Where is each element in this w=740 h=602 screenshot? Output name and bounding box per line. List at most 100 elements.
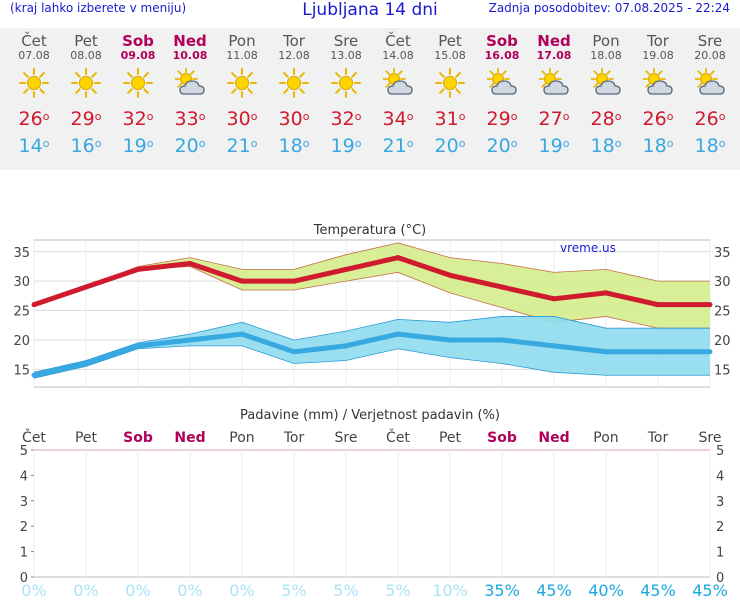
day-column: Čet 07.08 26o 14o [8, 28, 60, 157]
y-tick-label: 2 [716, 520, 724, 535]
max-temp-point [603, 290, 609, 296]
y-tick-label: 15 [714, 363, 731, 378]
day-name: Sre [697, 32, 723, 50]
y-tick-label: 30 [714, 275, 731, 290]
min-temp-point [499, 337, 505, 343]
day-date: 15.08 [434, 49, 466, 62]
chart-title: Padavine (mm) / Verjetnost padavin (%) [240, 408, 500, 423]
partly-cloudy-icon [175, 68, 205, 95]
max-temp: 30o [278, 108, 310, 130]
probability-label: 45% [536, 581, 572, 600]
y-tick-label: 20 [13, 334, 30, 349]
y-tick-label: 2 [20, 520, 28, 535]
day-name: Sob [122, 32, 154, 50]
day-column: Tor 12.08 30o 18o [268, 28, 320, 157]
max-temp-point [83, 284, 89, 290]
max-temp-point [31, 302, 37, 308]
x-tick-label: Sob [487, 430, 517, 446]
max-temp: 31o [434, 108, 466, 130]
y-tick-label: 5 [716, 444, 724, 459]
band-upper-edge [33, 316, 710, 373]
day-column: Ned 17.08 27o 19o [528, 28, 580, 157]
max-temp-point [291, 278, 297, 284]
max-temp: 30o [226, 108, 258, 130]
y-tick-label: 0 [20, 571, 28, 586]
sunny-icon [435, 68, 465, 98]
sunny-icon [279, 68, 309, 98]
location-hint[interactable]: (kraj lahko izberete v meniju) [10, 1, 187, 15]
day-date: 12.08 [278, 49, 310, 62]
day-date: 20.08 [694, 49, 726, 62]
min-temp-point [551, 343, 557, 349]
max-temp-point [655, 302, 661, 308]
max-temp: 32o [122, 108, 154, 130]
watermark: vreme.us [560, 241, 616, 255]
x-tick-label: Sob [123, 430, 153, 446]
y-tick-label: 1 [20, 546, 28, 561]
day-column: Pet 15.08 31o 20o [424, 28, 476, 157]
day-column: Sob 09.08 32o 19o [112, 28, 164, 157]
day-name: Sre [333, 32, 359, 50]
partly-cloudy-icon [695, 68, 725, 95]
band-upper-edge [33, 242, 710, 306]
day-date: 13.08 [330, 49, 362, 62]
min-temp: 19o [122, 135, 154, 157]
last-updated: Zadnja posodobitev: 07.08.2025 - 22:24 [488, 1, 730, 15]
min-temp-point [655, 349, 661, 355]
day-date: 11.08 [226, 49, 258, 62]
min-temp: 16o [70, 135, 102, 157]
day-column: Sob 16.08 29o 20o [476, 28, 528, 157]
page-title: Ljubljana 14 dni [302, 0, 438, 20]
probability-label: 10% [432, 581, 468, 600]
y-tick-label: 0 [716, 571, 724, 586]
day-name: Ned [173, 32, 207, 50]
probability-label: 0% [125, 581, 150, 600]
x-tick-label: Sre [335, 430, 358, 446]
min-temp-point [395, 331, 401, 337]
min-temp: 20o [434, 135, 466, 157]
day-column: Sre 20.08 26o 18o [684, 28, 736, 157]
y-tick-label: 35 [714, 246, 731, 261]
x-tick-label: Tor [647, 430, 669, 446]
max-temp-point [187, 261, 193, 267]
partly-cloudy-icon [591, 68, 621, 95]
min-temp: 18o [642, 135, 674, 157]
y-tick-label: 3 [20, 495, 28, 510]
day-column: Ned 10.08 33o 20o [164, 28, 216, 157]
day-column: Pon 11.08 30o 21o [216, 28, 268, 157]
probability-label: 5% [385, 581, 410, 600]
min-temp-point [343, 343, 349, 349]
min-temp-point [707, 349, 713, 355]
max-temp-point [707, 302, 713, 308]
day-date: 08.08 [70, 49, 102, 62]
forecast-strip: Čet 07.08 26o 14o Pet 08.08 29o 16o Sob 09.08 32o 1… [0, 28, 740, 170]
day-name: Čet [385, 32, 411, 50]
max-temp-point [135, 266, 141, 272]
max-temp-point [551, 296, 557, 302]
day-column: Pon 18.08 28o 18o [580, 28, 632, 157]
max-temp-band [34, 242, 710, 329]
sunny-icon [71, 68, 101, 98]
x-tick-label: Čet [22, 428, 46, 446]
probability-label: 40% [588, 581, 624, 600]
chart-title: Temperatura (°C) [313, 223, 426, 238]
min-temp: 21o [382, 135, 414, 157]
min-temp: 19o [330, 135, 362, 157]
x-tick-label: Čet [386, 428, 410, 446]
min-temp-line [33, 331, 710, 378]
max-temp-point [447, 272, 453, 278]
day-date: 18.08 [590, 49, 622, 62]
min-temp: 21o [226, 135, 258, 157]
max-temp-point [395, 255, 401, 261]
min-temp: 19o [538, 135, 570, 157]
day-date: 16.08 [484, 49, 520, 62]
y-tick-label: 25 [714, 305, 731, 320]
y-tick-label: 3 [716, 495, 724, 510]
min-temp: 20o [174, 135, 206, 157]
y-tick-label: 30 [13, 275, 30, 290]
day-column: Tor 19.08 26o 18o [632, 28, 684, 157]
day-date: 07.08 [18, 49, 50, 62]
min-temp: 14o [18, 135, 50, 157]
min-temp-point [447, 337, 453, 343]
max-temp: 33o [174, 108, 206, 130]
